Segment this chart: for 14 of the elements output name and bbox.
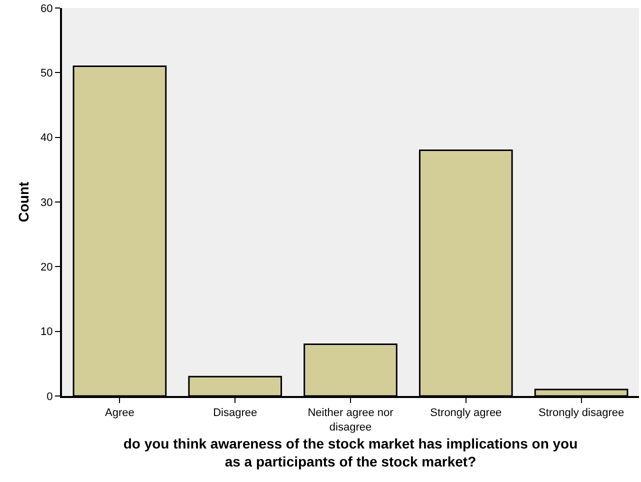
y-tick-label: 40 — [40, 132, 53, 144]
y-axis-title: Count — [16, 181, 32, 222]
y-tick-label: 10 — [40, 326, 53, 338]
x-tick-label: Disagree — [213, 407, 258, 420]
y-tick-label: 30 — [40, 196, 53, 209]
x-tick-label: Strongly agree — [430, 407, 502, 420]
y-tick-label: 0 — [46, 390, 53, 403]
x-axis-title: do you think awareness of the stock market has implications on you as a participants of the stock market? — [123, 435, 578, 470]
y-tick-label: 50 — [40, 68, 53, 80]
y-tick-label: 20 — [40, 262, 53, 274]
y-tick-label: 60 — [40, 2, 53, 15]
x-tick-label: Agree — [105, 407, 134, 420]
x-tick-label: Neither agree nor disagree — [308, 407, 394, 434]
x-tick-label: Strongly disagree — [538, 407, 624, 420]
